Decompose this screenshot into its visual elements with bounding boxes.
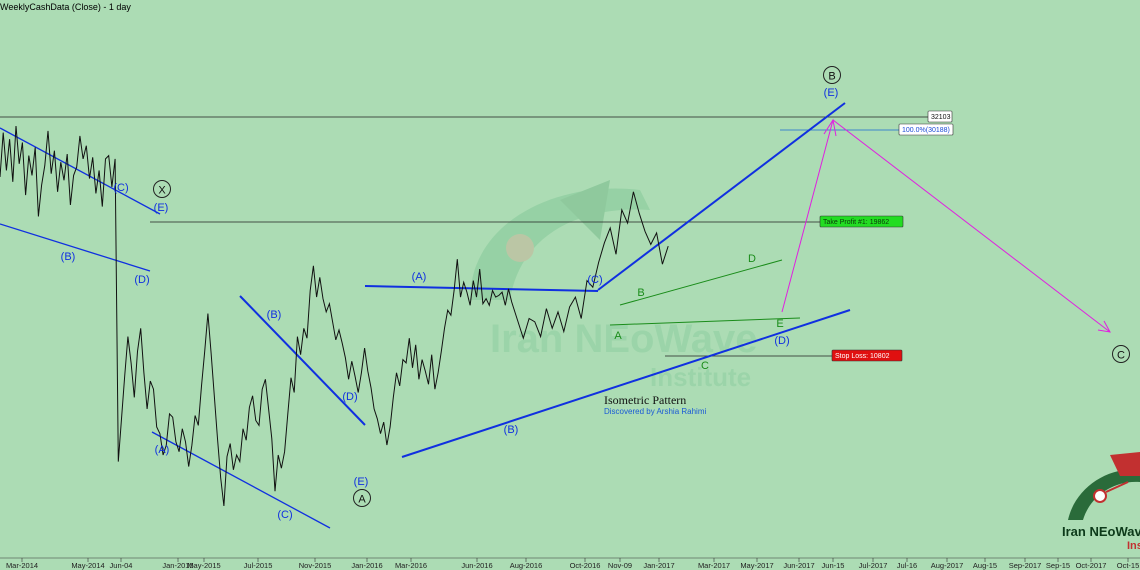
x-tick-label: Oct-2016 (570, 561, 601, 570)
wave-label-blue: (A) (155, 444, 170, 456)
watermark-text-line2: Institute (650, 362, 751, 392)
x-tick-label: Oct-2017 (1076, 561, 1107, 570)
x-tick-label: Jan-2016 (351, 561, 382, 570)
wave-label-blue: (C) (587, 274, 602, 286)
x-tick-label: Mar-2016 (395, 561, 427, 570)
circled-label-ring (153, 180, 171, 198)
x-tick-label: Sep-15 (1046, 561, 1070, 570)
logo-text-line1: Iran NEoWave (1062, 524, 1140, 539)
logo-red-shape (1110, 452, 1140, 476)
x-tick-label: Aug-15 (973, 561, 997, 570)
wave-label-blue: (D) (134, 274, 149, 286)
x-tick-label: Jun-04 (110, 561, 133, 570)
wave-label-blue: (E) (154, 202, 169, 214)
wave-label-blue: (E) (354, 476, 369, 488)
channel-line (239, 295, 366, 426)
chart-title: WeeklyCashData (Close) - 1 day (0, 2, 131, 12)
wave-label-blue: (B) (504, 424, 519, 436)
note-title: Isometric Pattern (604, 393, 686, 407)
circled-label-ring (1112, 345, 1130, 363)
triangle-line-lower (609, 317, 801, 326)
channel-line (0, 223, 151, 272)
circled-label-ring (353, 489, 371, 507)
circled-label-text: B (828, 71, 835, 83)
wave-label-blue: (E) (824, 87, 839, 99)
circled-label-text: X (158, 185, 166, 197)
logo-link (1105, 481, 1129, 493)
x-tick-label: Jul-2015 (244, 561, 273, 570)
x-tick-label: Jul-2017 (859, 561, 888, 570)
x-tick-label: Jun-15 (822, 561, 845, 570)
logo-dot (1093, 489, 1107, 503)
projection-path (781, 118, 1111, 333)
x-tick-label: Aug-2017 (931, 561, 964, 570)
wave-label-green: A (614, 330, 622, 342)
take-profit-tag-box (819, 215, 904, 228)
wave-label-blue: (C) (277, 509, 292, 521)
level-tag-text: 32103 (931, 114, 951, 121)
logo-swirl (1068, 469, 1140, 520)
channel-line (401, 309, 851, 458)
projection-leg-up (781, 119, 834, 313)
x-tick-label: May-2015 (187, 561, 220, 570)
wave-label-green: B (637, 287, 644, 299)
x-tick-label: Sep-2017 (1009, 561, 1042, 570)
fib-tag-text: 100.0%(30188) (902, 127, 950, 134)
x-tick-label: Jan-2015 (162, 561, 193, 570)
projection-arrowhead-down (1097, 320, 1111, 333)
wave-label-blue: (C) (113, 182, 128, 194)
wave-label-green: D (748, 253, 756, 265)
fib-tag-box (898, 123, 954, 136)
price-series-line (0, 125, 669, 507)
x-tick-label: Nov-09 (608, 561, 632, 570)
x-tick-label: Jan-2017 (643, 561, 674, 570)
wave-label-green: C (701, 360, 709, 372)
logo-text-line2: Ins (1127, 540, 1140, 552)
wave-label-blue: (D) (774, 335, 789, 347)
level-tag-box (927, 110, 953, 123)
stop-loss-tag-box (831, 349, 903, 362)
wave-label-blue: (A) (412, 271, 427, 283)
channel-line (151, 431, 331, 529)
watermark-swirl (470, 188, 650, 300)
circled-label-text: A (358, 494, 366, 506)
x-tick-label: Jun-2017 (783, 561, 814, 570)
x-tick-label: Aug-2016 (510, 561, 543, 570)
wave-label-blue: (D) (342, 391, 357, 403)
note-subtitle: Discovered by Arshia Rahimi (604, 407, 706, 416)
take-profit-tag-text: Take Profit #1: 19862 (823, 219, 889, 226)
channel-line (0, 127, 161, 215)
x-tick-label: Mar-2017 (698, 561, 730, 570)
watermark-dot (506, 234, 534, 262)
wave-label-blue: (B) (61, 251, 76, 263)
watermark-shape (560, 180, 610, 240)
x-tick-label: Jul-16 (897, 561, 917, 570)
projection-arrowhead-up (823, 118, 837, 137)
x-tick-label: Oct-15 (1117, 561, 1140, 570)
wave-label-blue: (B) (267, 309, 282, 321)
x-tick-label: Jun-2016 (461, 561, 492, 570)
projection-leg-down (832, 119, 1111, 333)
x-tick-label: Mar-2014 (6, 561, 38, 570)
circled-label-ring (823, 66, 841, 84)
triangle-line-upper (619, 259, 783, 306)
circled-label-text: C (1117, 350, 1125, 362)
channel-line (597, 102, 846, 291)
x-tick-label: May-2017 (740, 561, 773, 570)
wave-label-green: E (776, 318, 783, 330)
stop-loss-tag-text: Stop Loss: 10802 (835, 353, 890, 360)
x-tick-label: Nov-2015 (299, 561, 332, 570)
x-tick-label: May-2014 (71, 561, 104, 570)
